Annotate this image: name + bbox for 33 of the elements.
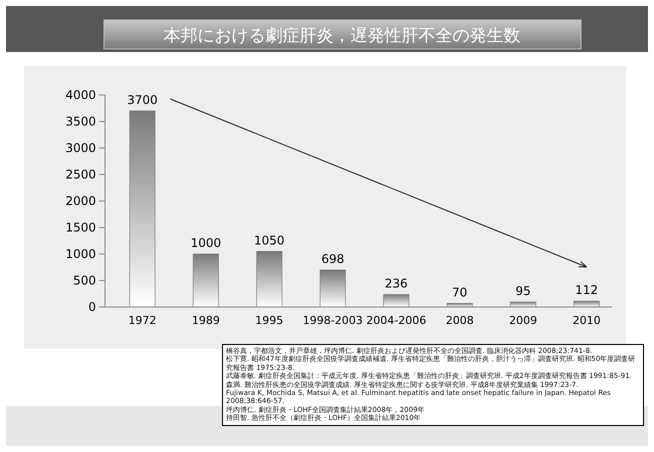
bar xyxy=(510,302,536,308)
bar xyxy=(129,110,156,308)
x-tick-label: 2008 xyxy=(446,314,474,327)
data-label: 1000 xyxy=(190,236,222,250)
bar xyxy=(383,294,410,308)
data-label: 70 xyxy=(452,285,468,300)
chart-title: 本邦における劇症肝炎，遅発性肝不全の発生数 xyxy=(164,26,520,46)
x-tick-label: 2004-2006 xyxy=(366,314,426,327)
data-label: 112 xyxy=(575,283,598,298)
y-tick-label: 3000 xyxy=(65,140,96,155)
bar xyxy=(574,300,600,308)
y-tick-label: 0 xyxy=(88,300,96,314)
x-tick-label: 2009 xyxy=(509,314,538,327)
x-tick-label: 1989 xyxy=(192,314,220,327)
y-tick-label: 1000 xyxy=(65,246,96,261)
x-tick-label: 1995 xyxy=(255,314,284,327)
data-label: 1050 xyxy=(254,233,285,248)
y-tick-label: 4000 xyxy=(65,88,96,102)
x-tick-label: 1972 xyxy=(128,314,156,327)
data-label: 95 xyxy=(516,284,531,298)
data-label: 3700 xyxy=(127,92,158,107)
y-tick-label: 3500 xyxy=(65,114,96,128)
y-tick-label: 2500 xyxy=(65,167,96,182)
bar xyxy=(192,254,219,308)
y-tick-label: 2000 xyxy=(65,194,96,208)
data-label: 236 xyxy=(384,276,408,290)
x-tick-label: 2010 xyxy=(572,314,601,327)
bar xyxy=(256,251,282,308)
x-tick-label: 1998-2003 xyxy=(302,314,363,327)
data-label: 698 xyxy=(321,252,344,266)
y-tick-label: 500 xyxy=(73,273,96,288)
bar xyxy=(320,270,346,308)
y-tick-label: 1500 xyxy=(65,220,96,234)
